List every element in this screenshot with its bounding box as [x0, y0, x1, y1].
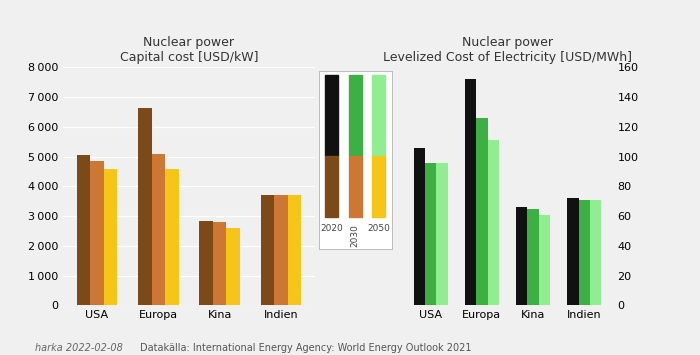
- Title: Nuclear power
Levelized Cost of Electricity [USD/MWh]: Nuclear power Levelized Cost of Electric…: [383, 36, 632, 64]
- Bar: [165, 169, 178, 305]
- Bar: [568, 198, 579, 305]
- Bar: [104, 169, 117, 305]
- Bar: [227, 228, 240, 305]
- Text: 2030: 2030: [351, 224, 360, 246]
- Bar: [349, 156, 362, 217]
- Bar: [528, 209, 539, 305]
- Bar: [288, 195, 302, 305]
- Bar: [516, 207, 528, 305]
- Bar: [76, 155, 90, 305]
- Text: 2020: 2020: [321, 224, 343, 233]
- Bar: [349, 75, 362, 156]
- Bar: [213, 222, 227, 305]
- Bar: [274, 195, 288, 305]
- Bar: [487, 140, 499, 305]
- Bar: [465, 79, 476, 305]
- Bar: [138, 108, 151, 305]
- Bar: [579, 200, 590, 305]
- Bar: [539, 215, 550, 305]
- Bar: [151, 154, 165, 305]
- Bar: [199, 220, 213, 305]
- Bar: [436, 163, 447, 305]
- Text: harka 2022-02-08: harka 2022-02-08: [35, 343, 123, 354]
- Bar: [414, 148, 425, 305]
- Bar: [425, 163, 436, 305]
- Bar: [372, 75, 386, 156]
- Bar: [90, 161, 104, 305]
- Text: 2050: 2050: [368, 224, 390, 233]
- Bar: [590, 200, 601, 305]
- Text: Datakälla: International Energy Agency: World Energy Outlook 2021: Datakälla: International Energy Agency: …: [140, 343, 472, 354]
- Bar: [261, 195, 274, 305]
- Bar: [325, 156, 338, 217]
- Title: Nuclear power
Capital cost [USD/kW]: Nuclear power Capital cost [USD/kW]: [120, 36, 258, 64]
- Bar: [476, 118, 487, 305]
- Bar: [325, 75, 338, 156]
- Bar: [372, 156, 386, 217]
